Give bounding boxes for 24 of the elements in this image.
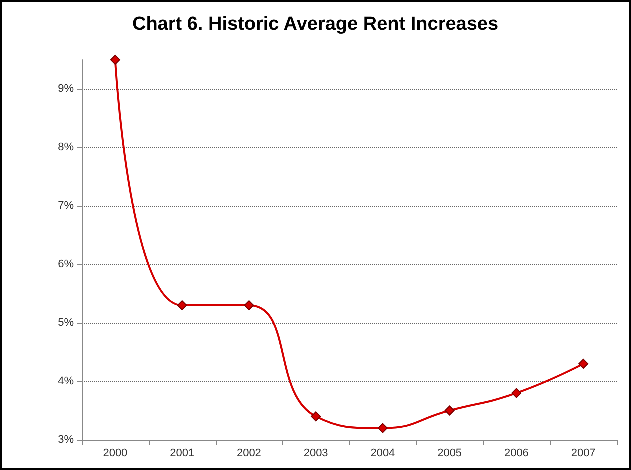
y-tick-label: 4% (58, 376, 74, 388)
x-tick-label: 2007 (571, 448, 596, 460)
x-tick-label: 2004 (370, 448, 396, 460)
point (177, 300, 188, 311)
y-tick-label: 9% (58, 83, 74, 96)
point (311, 412, 322, 422)
point (378, 423, 388, 434)
x-tick-label: 2000 (103, 448, 128, 460)
point (512, 388, 522, 398)
x-tick-label: 2001 (170, 448, 195, 460)
x-tick-label: 2006 (504, 448, 529, 460)
point (444, 406, 455, 416)
point (578, 359, 589, 369)
x-tick-label: 2003 (304, 448, 328, 460)
y-tick-label: 3% (58, 434, 74, 446)
x-tick-label: 2002 (236, 448, 262, 460)
point (244, 300, 254, 311)
y-tick-label: 5% (58, 317, 74, 330)
x-tick-label: 2005 (438, 448, 462, 460)
y-tick-label: 8% (58, 142, 74, 154)
y-tick-label: 7% (58, 200, 74, 212)
point (110, 55, 120, 65)
y-tick-label: 6% (58, 258, 74, 271)
chart-title: Chart 6. Historic Average Rent Increases (132, 14, 499, 35)
